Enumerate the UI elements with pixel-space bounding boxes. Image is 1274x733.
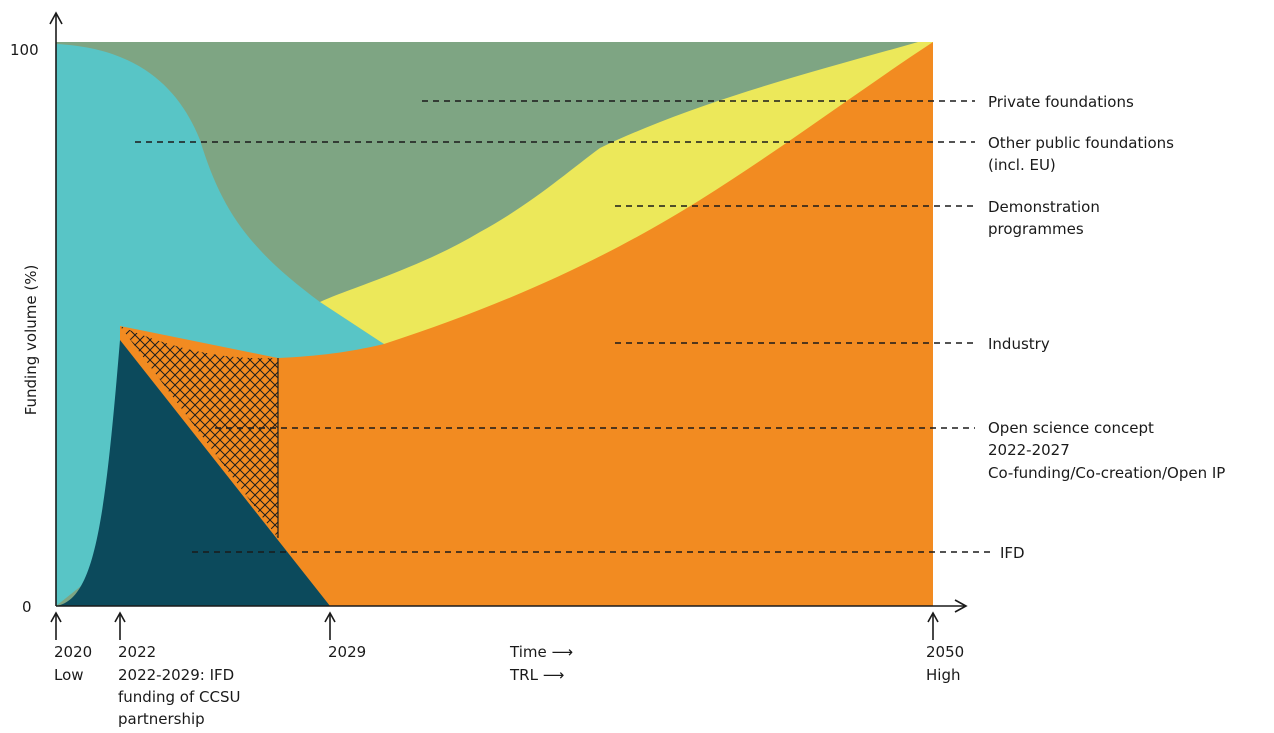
x-tick-2029: 2029: [328, 643, 366, 661]
x-tick-marker-2022: [114, 611, 126, 640]
legend-open-science-1: Open science concept: [988, 419, 1154, 437]
y-axis-top-label: 100: [10, 41, 39, 59]
area-industry: [278, 42, 933, 606]
y-axis-arrowhead: [49, 11, 63, 25]
x-tick-2022-note-2: funding of CCSU: [118, 688, 240, 706]
x-tick-marker-2029: [324, 611, 336, 640]
area-open-science-hatched: [120, 326, 278, 538]
y-axis-bottom-label: 0: [22, 598, 32, 616]
x-tick-2022-note-1: 2022-2029: IFD: [118, 666, 234, 684]
legend-open-science-3: Co-funding/Co-creation/Open IP: [988, 464, 1225, 482]
x-tick-2050-year: 2050: [926, 643, 964, 661]
x-tick-2022-year: 2022: [118, 643, 156, 661]
x-axis-time-label: Time ⟶: [509, 643, 573, 661]
x-tick-2020-sub: Low: [54, 666, 84, 684]
legend-private-foundations: Private foundations: [988, 93, 1134, 111]
x-axis-trl-label: TRL ⟶: [509, 666, 564, 684]
legend-demonstration-programmes-1: Demonstration: [988, 198, 1100, 216]
legend-other-public-foundations-1: Other public foundations: [988, 134, 1174, 152]
x-tick-2020-year: 2020: [54, 643, 92, 661]
x-axis-arrowhead: [954, 599, 968, 613]
area-ifd: [56, 340, 330, 606]
x-tick-marker-2020: [50, 611, 62, 640]
y-axis-title: Funding volume (%): [22, 265, 40, 416]
legend-ifd: IFD: [1000, 544, 1025, 562]
legend-demonstration-programmes-2: programmes: [988, 220, 1084, 238]
legend-other-public-foundations-2: (incl. EU): [988, 156, 1056, 174]
legend-open-science-2: 2022-2027: [988, 441, 1070, 459]
x-tick-marker-2050: [927, 611, 939, 640]
legend-industry: Industry: [988, 335, 1050, 353]
x-tick-2022-note-3: partnership: [118, 710, 205, 728]
x-tick-2050-sub: High: [926, 666, 960, 684]
